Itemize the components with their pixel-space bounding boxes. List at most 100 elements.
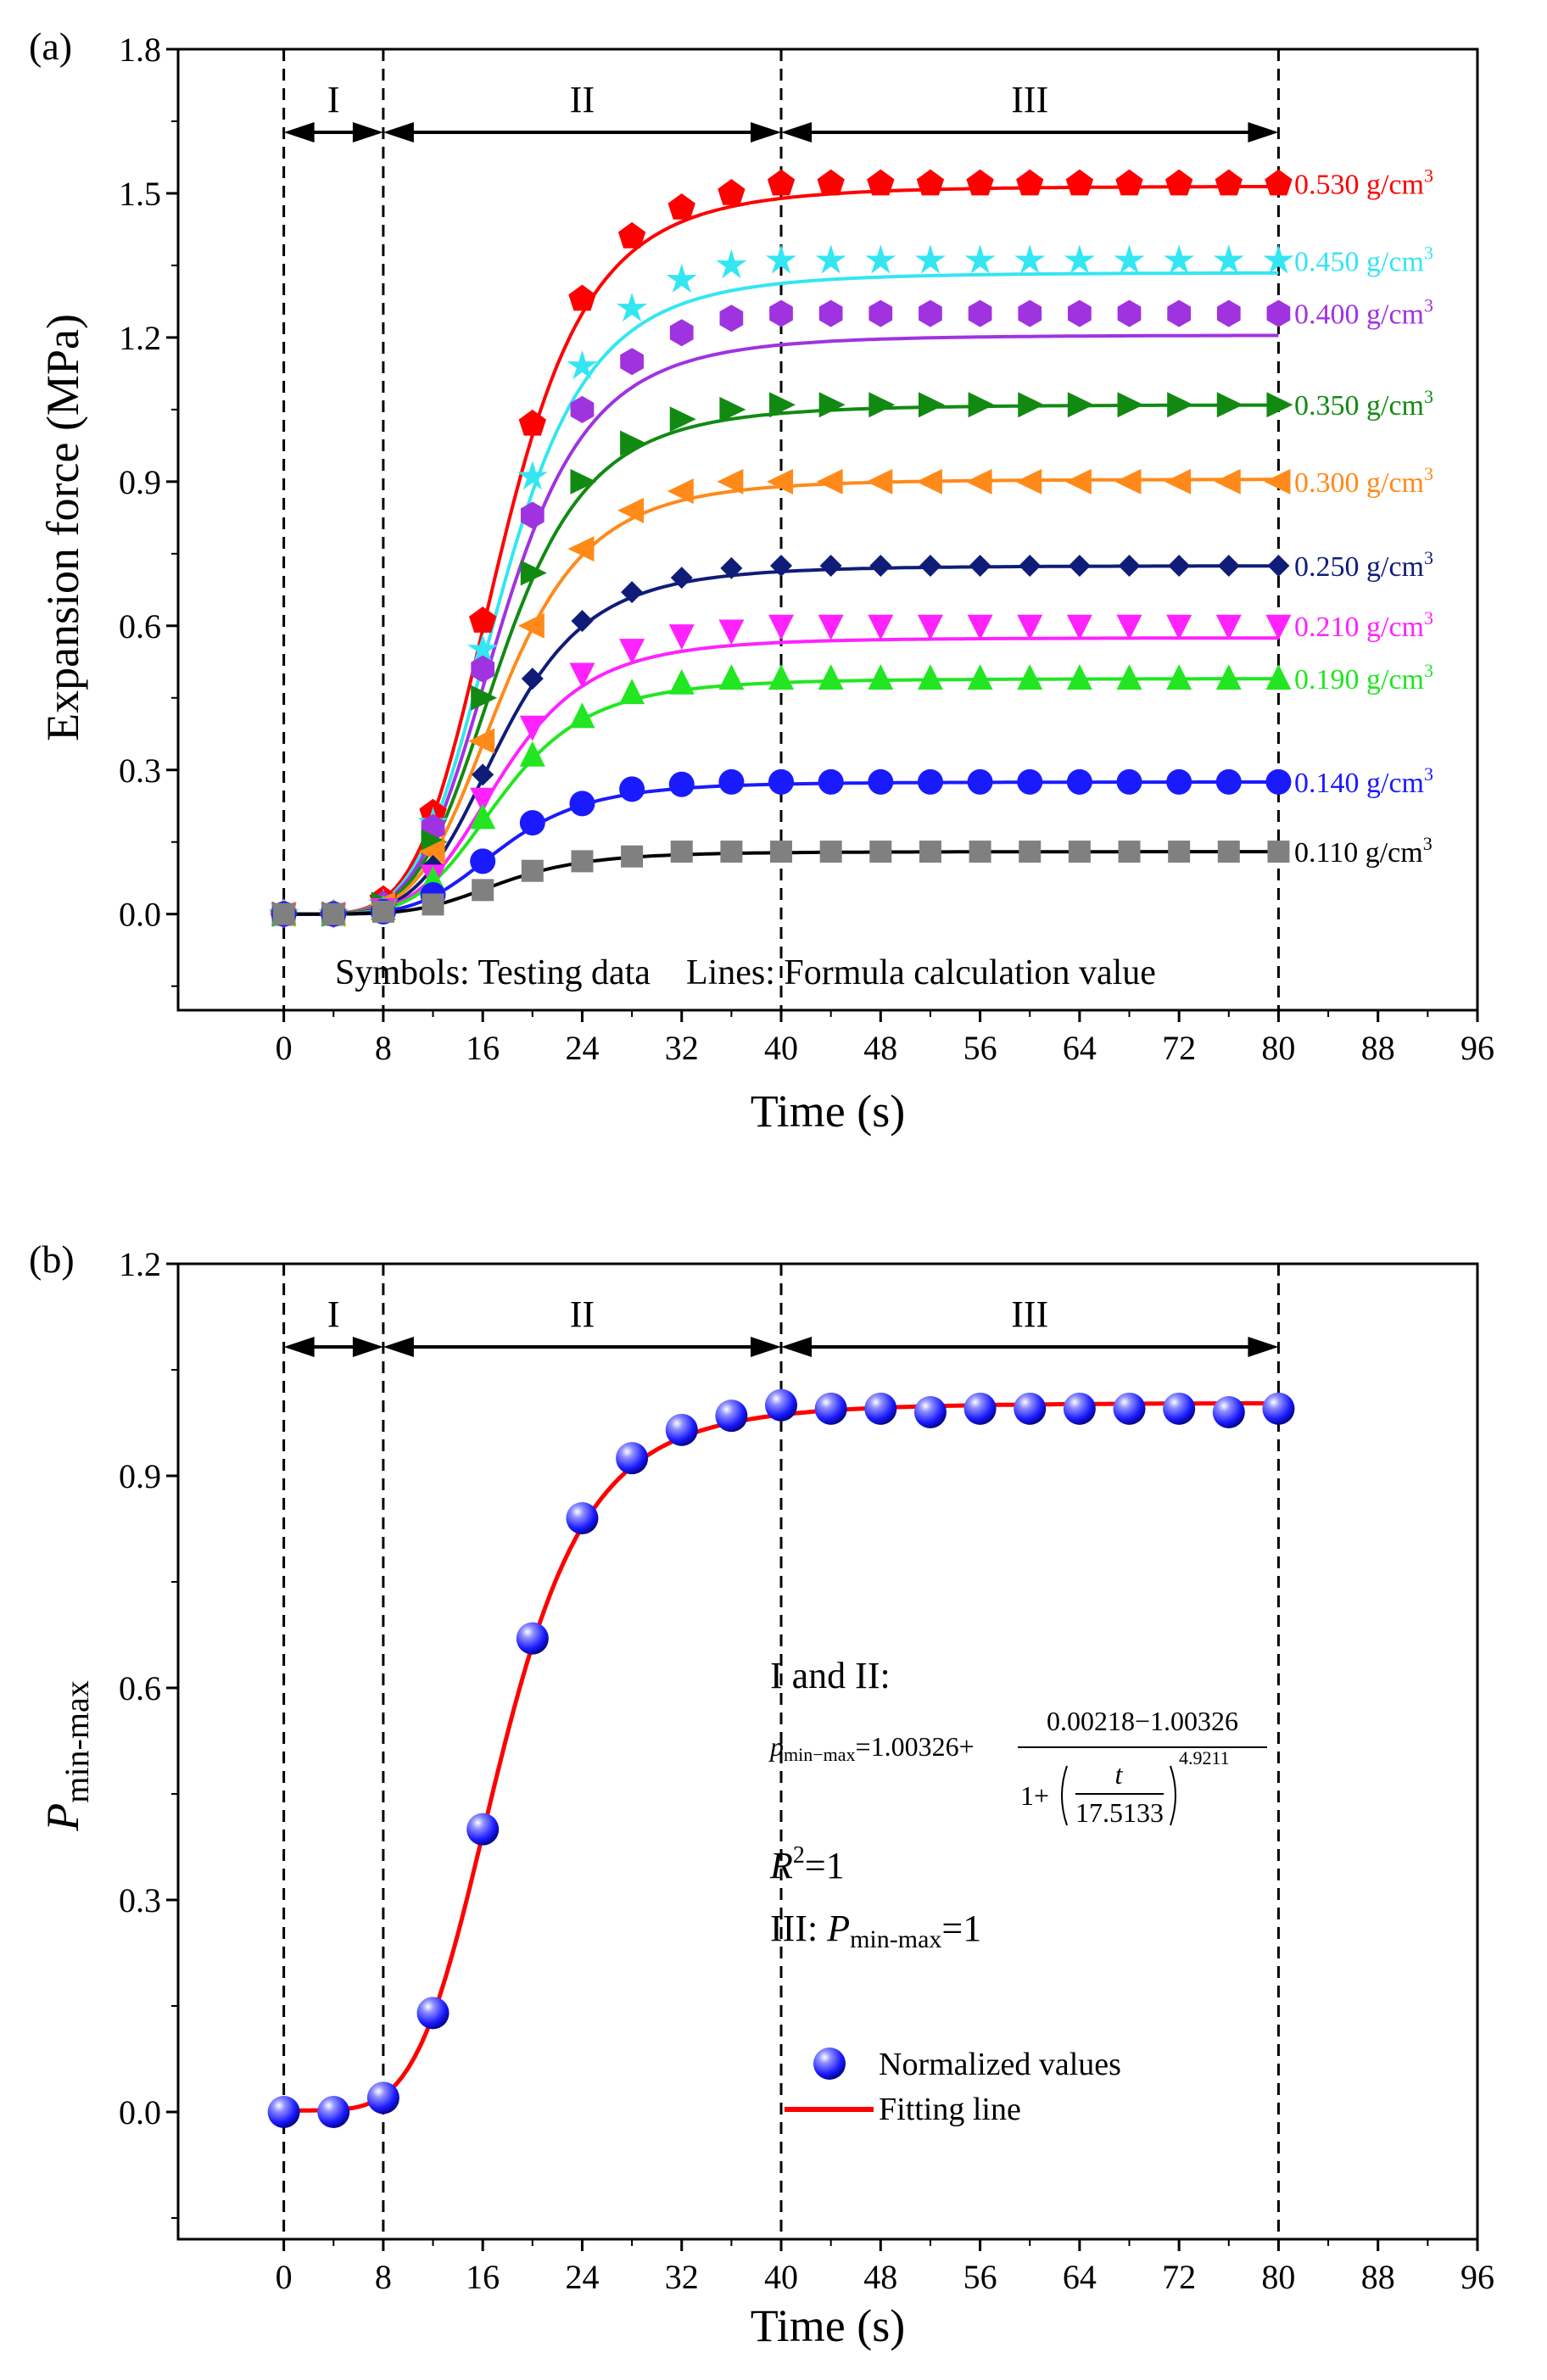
data-point-square (969, 841, 991, 863)
equation-denominator-lead: 1+ (1020, 1780, 1049, 1811)
data-point-circle (1265, 768, 1292, 795)
equation-exponent: 4.9211 (1179, 1747, 1230, 1768)
data-point-triangle-right (1018, 392, 1045, 418)
panel-b-x-tick-label: 0 (276, 2258, 293, 2296)
fit-line-0.350-g-cm3 (283, 403, 1279, 916)
data-point-square (472, 879, 494, 902)
series-label: 0.110 g/cm3 (1294, 833, 1433, 869)
r-squared: R2=1 (769, 1842, 845, 1886)
data-point-triangle-up (619, 679, 645, 705)
data-point-pentagon (518, 409, 546, 436)
panel-a-stage-label: I (327, 79, 340, 120)
data-point-triangle-left (717, 468, 744, 494)
data-point-diamond (1168, 554, 1191, 577)
panel-a-x-tick-label: 16 (466, 1029, 500, 1067)
panel-a-y-axis-label: Expansion force (MPa) (37, 314, 88, 741)
data-point-star (1114, 244, 1145, 274)
data-point-triangle-left (965, 468, 992, 494)
data-point-triangle-left (1214, 468, 1241, 494)
data-point-triangle-left (1064, 468, 1092, 494)
data-point-triangle-down (1166, 614, 1192, 640)
fit-line-0.450-g-cm3 (283, 271, 1279, 916)
data-point-triangle-left (667, 478, 694, 505)
panel-b-y-tick-label: 0.3 (119, 1881, 161, 1919)
equation-heading: I and II: (770, 1655, 891, 1696)
data-point-triangle-right (620, 430, 647, 456)
data-point-diamond (720, 556, 743, 579)
normalized-point (963, 1392, 997, 1425)
data-point-star (1213, 244, 1244, 274)
fit-line-0.530-g-cm3 (283, 184, 1279, 916)
panel-a-stage-arrow-head-right (352, 122, 383, 142)
panel-a-x-tick-label: 64 (1063, 1029, 1097, 1067)
data-point-triangle-left (767, 468, 794, 494)
stage-three-equation: III: Pmin-max=1 (770, 1908, 981, 1953)
panel-a-x-axis-label: Time (s) (751, 1086, 906, 1137)
data-point-square (869, 841, 892, 863)
data-point-triangle-left (567, 536, 595, 562)
data-point-triangle-right (918, 392, 945, 418)
data-point-triangle-left (915, 468, 942, 494)
data-point-square (422, 893, 444, 916)
normalized-point (616, 1442, 649, 1475)
data-point-triangle-up (868, 664, 894, 690)
panel-a-x-tick-label: 80 (1261, 1029, 1295, 1067)
legend-fitting-label: Fitting line (879, 2092, 1021, 2127)
data-point-triangle-up (668, 668, 695, 695)
data-point-diamond (521, 668, 544, 690)
data-point-star (865, 244, 896, 274)
data-point-pentagon (966, 169, 994, 196)
data-point-triangle-down (519, 715, 545, 741)
panel-b-stage-label: III (1011, 1293, 1048, 1335)
data-point-diamond (919, 554, 941, 577)
data-point-square (1118, 841, 1141, 863)
panel-b: (b) 0 8 16 24 32 40 48 56 64 72 80 88 96 0.0 0.3 0.6 0.9… (29, 1237, 1494, 2351)
data-point-triangle-right (471, 684, 498, 711)
panel-b-y-tick-label: 0.0 (119, 2093, 161, 2131)
normalized-point (814, 1392, 847, 1425)
data-point-square (371, 900, 394, 923)
panel-b-x-tick-label: 40 (764, 2258, 798, 2296)
equation-block: I and II: pmin−max=1.00326+ 0.00218−1.00… (768, 1655, 1267, 1953)
data-point-square (1019, 841, 1042, 863)
panel-b-stage-arrow-head-right (1248, 1337, 1279, 1357)
data-point-square (621, 845, 644, 868)
panel-b-x-tick-label: 96 (1460, 2258, 1494, 2296)
data-point-star (567, 349, 598, 380)
panel-a-x-tick-label: 88 (1361, 1029, 1395, 1067)
data-point-hexagon (968, 299, 992, 327)
data-point-circle (470, 848, 496, 874)
data-point-triangle-down (818, 614, 844, 640)
normalized-point (1113, 1392, 1146, 1425)
equation-t: t (1115, 1759, 1124, 1790)
data-point-pentagon (817, 169, 845, 196)
data-point-triangle-up (1066, 664, 1092, 690)
data-point-triangle-left (1164, 468, 1192, 494)
data-point-diamond (1019, 554, 1042, 577)
normalized-point (317, 2096, 350, 2128)
data-point-triangle-up (1166, 664, 1192, 690)
panel-b-stage-label: II (570, 1293, 595, 1335)
panel-a-annotation: Symbols: Testing data Lines: Formula cal… (335, 953, 1156, 992)
normalized-point (516, 1622, 549, 1655)
data-point-square (919, 841, 941, 863)
panel-a-y-tick-label: 1.2 (119, 319, 161, 357)
equation-right-paren (1170, 1765, 1176, 1826)
normalized-point (1063, 1392, 1096, 1425)
panel-b-x-axis-label: Time (s) (751, 2300, 906, 2351)
panel-b-stage-arrow-head-left (383, 1337, 414, 1357)
panel-a-y-tick-label: 0.6 (119, 607, 161, 645)
data-point-square (1267, 841, 1290, 863)
series-label: 0.530 g/cm3 (1294, 165, 1433, 201)
panel-b-y-tick-label: 0.9 (119, 1457, 161, 1495)
data-point-triangle-right (570, 468, 597, 494)
data-point-triangle-up (1215, 664, 1242, 690)
panel-a-x-tick-label: 56 (963, 1029, 997, 1067)
equation-numerator: 0.00218−1.00326 (1047, 1706, 1238, 1736)
panel-a-stage-label: II (570, 79, 595, 120)
data-point-triangle-up (818, 664, 844, 690)
series-label: 0.450 g/cm3 (1294, 242, 1433, 277)
panel-a-x-tick-label: 48 (863, 1029, 897, 1067)
data-point-hexagon (1068, 299, 1092, 327)
